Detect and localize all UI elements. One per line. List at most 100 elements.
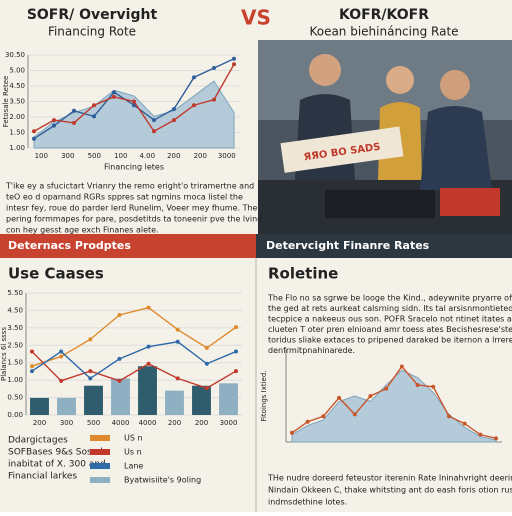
point xyxy=(72,120,76,125)
point xyxy=(192,75,196,80)
x-tick-label: 300 xyxy=(60,419,73,427)
point xyxy=(212,97,216,102)
legend-swatch xyxy=(90,435,110,441)
y-tick-label: 5.00 xyxy=(9,67,25,75)
point xyxy=(399,364,404,369)
x-tick-label: 4000 xyxy=(112,419,130,427)
x-axis-label: Financing letes xyxy=(104,163,164,172)
y-tick-label: 1.00 xyxy=(9,144,25,152)
text-line: Nindain Okkeen C, thake whitsting ant do… xyxy=(268,486,512,495)
x-tick-label: 500 xyxy=(87,419,100,427)
point xyxy=(112,94,116,99)
point xyxy=(146,305,151,310)
y-tick-label: 2.50 xyxy=(7,341,23,349)
point xyxy=(152,129,156,134)
y-tick-label: 30.50 xyxy=(5,51,25,59)
y-tick-label: 1.50 xyxy=(7,359,23,367)
text-line: SOFBases 9&s Sosed xyxy=(8,448,103,458)
point xyxy=(32,136,36,141)
point xyxy=(175,327,180,332)
bar xyxy=(165,390,184,415)
bar xyxy=(219,383,238,415)
legend-label: Us n xyxy=(124,448,142,457)
y-tick-label: 2.00 xyxy=(9,113,25,121)
text-line: the ged at rets aurkeat calsrning sidn. … xyxy=(268,304,512,313)
point xyxy=(112,90,116,95)
y-tick-label: 1.50 xyxy=(9,129,25,137)
x-tick-label: 500 xyxy=(88,152,101,160)
x-tick-label: 200 xyxy=(195,419,208,427)
text-line: Ddargictages xyxy=(8,436,68,446)
point xyxy=(204,361,209,366)
point xyxy=(462,421,467,426)
x-tick-label: 100 xyxy=(35,152,48,160)
x-tick-label: 200 xyxy=(168,419,181,427)
y-axis-label: Fetosale Retee xyxy=(2,76,10,128)
x-tick-label: 4.00 xyxy=(139,152,155,160)
text-line: pering formmapes for pare, posdetitds ta… xyxy=(6,215,262,224)
point xyxy=(88,376,93,381)
text-line: toridus sliake extaces to pripened darak… xyxy=(268,336,512,345)
point xyxy=(192,103,196,108)
point xyxy=(59,378,64,383)
bar xyxy=(84,385,103,415)
text-line: Financial larkes xyxy=(8,472,77,482)
text-line: indmsdethine lotes. xyxy=(268,498,347,507)
point xyxy=(59,354,64,359)
y-tick-label: 5.50 xyxy=(7,289,23,297)
point xyxy=(204,345,209,350)
text-line: The Flo no sa sgrwe be looge the Kind., … xyxy=(267,294,512,303)
subtitle: Koean biehináncing Rate xyxy=(309,25,458,39)
vs: VS xyxy=(241,6,271,30)
point xyxy=(305,419,310,424)
y-axis-label: Plalancs 6l ssss xyxy=(0,327,8,381)
point xyxy=(30,364,34,369)
point xyxy=(30,369,34,374)
legend-label: US n xyxy=(124,434,143,443)
point xyxy=(52,123,56,128)
point xyxy=(337,395,342,400)
point xyxy=(146,361,151,366)
point xyxy=(204,386,209,391)
subtitle: Financing Rote xyxy=(48,25,136,39)
bar xyxy=(111,378,130,415)
point xyxy=(446,414,451,419)
point xyxy=(175,376,180,381)
point xyxy=(92,114,96,119)
y-tick-label: 1.00 xyxy=(7,376,23,384)
point xyxy=(234,349,238,354)
point xyxy=(384,386,389,391)
line xyxy=(291,365,497,440)
point xyxy=(88,337,93,342)
banner xyxy=(0,234,256,258)
bar xyxy=(57,397,76,415)
line xyxy=(31,351,237,389)
title: SOFR/ Overvight xyxy=(27,7,158,23)
point xyxy=(368,394,373,398)
x-tick-label: 3000 xyxy=(218,152,236,160)
area xyxy=(291,369,497,443)
point xyxy=(415,382,420,387)
y-tick-label: 0.50 xyxy=(7,394,23,402)
point xyxy=(172,106,176,111)
point xyxy=(494,436,498,441)
banner-text: Deternacs Prodptes xyxy=(8,239,131,252)
x-tick-label: 200 xyxy=(33,419,46,427)
bar xyxy=(138,366,157,415)
point xyxy=(117,356,122,361)
y-axis-label: Fitoings Ixtied. xyxy=(260,370,268,421)
point xyxy=(478,432,483,437)
point xyxy=(117,312,122,317)
text-line: T'ike ey a sfucictart Vrianry the remo e… xyxy=(5,182,254,191)
banner-text: Detervcight Finanre Rates xyxy=(266,239,430,252)
x-tick-label: 200 xyxy=(167,152,180,160)
text-line: THe nudre doreerd feteustor iterenin Rat… xyxy=(267,474,512,483)
point xyxy=(431,384,436,389)
point xyxy=(290,430,294,435)
legend-swatch xyxy=(90,477,110,483)
point xyxy=(146,344,151,349)
bar xyxy=(30,397,49,415)
text-line: tecppice a nakeeus ous son. POFR Sracelo… xyxy=(268,315,512,324)
point xyxy=(232,56,236,61)
